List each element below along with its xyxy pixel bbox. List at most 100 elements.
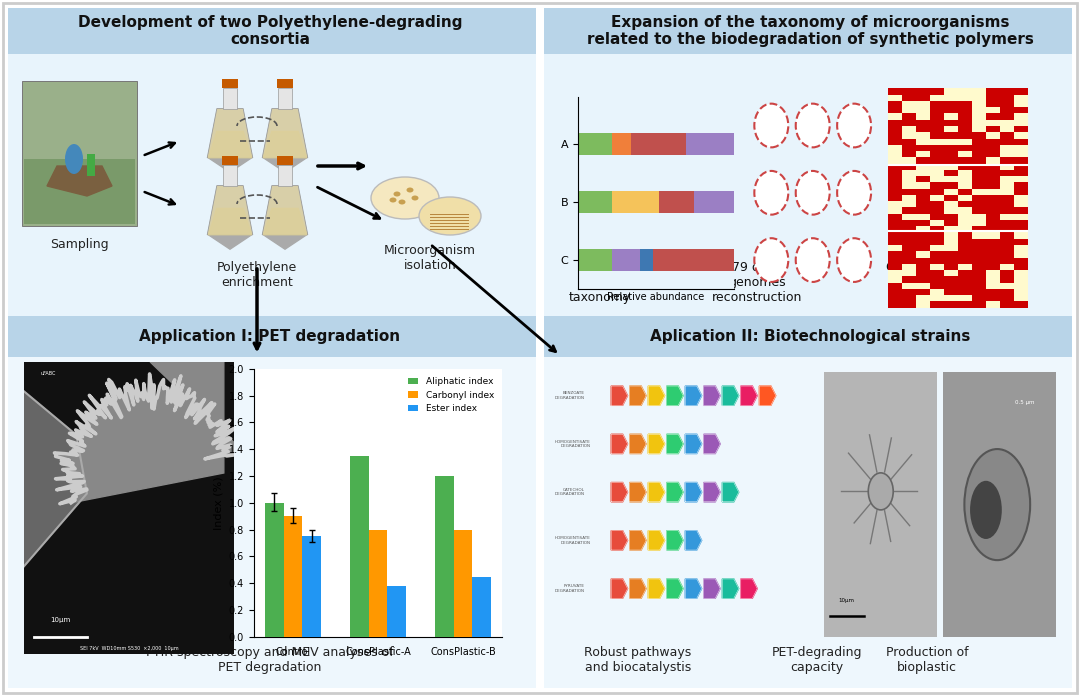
Bar [284,516,302,637]
Bar [930,264,944,270]
Bar [8,8,536,316]
Ellipse shape [406,187,414,193]
Bar [888,95,902,101]
Bar [944,301,958,308]
Text: Robust pathways
and biocatalystis: Robust pathways and biocatalystis [584,646,691,674]
Bar [902,107,916,113]
Bar [958,176,972,182]
Bar [472,576,491,637]
Polygon shape [704,579,720,599]
Bar [958,232,972,239]
Bar [944,251,958,258]
Bar [986,295,1000,301]
Polygon shape [686,386,702,405]
Bar [958,276,972,283]
Bar [302,537,321,637]
Bar [958,132,972,139]
Polygon shape [264,132,307,158]
Bar [1000,232,1014,239]
Bar [930,151,944,157]
Bar [888,239,902,245]
Bar [916,189,930,195]
Bar [916,295,930,301]
Bar [888,101,902,107]
Bar [986,270,1000,276]
Ellipse shape [796,238,829,282]
Bar [986,276,1000,283]
Bar [1000,101,1014,107]
Bar [916,95,930,101]
Polygon shape [741,579,757,599]
Bar [1014,245,1028,251]
Bar [1000,258,1014,264]
Bar [944,95,958,101]
Polygon shape [264,208,307,235]
Bar [972,283,986,289]
Bar [958,295,972,301]
Bar [930,88,944,95]
Polygon shape [207,186,253,235]
Bar [916,226,930,232]
Bar [916,258,930,264]
Bar [986,170,1000,176]
Polygon shape [648,386,664,405]
Bar [1000,195,1014,201]
Bar [972,295,986,301]
Bar [944,145,958,151]
Bar [902,88,916,95]
Bar [693,191,734,213]
Bar [1014,270,1028,276]
Bar [888,157,902,164]
Bar [972,132,986,139]
Text: 10μm: 10μm [51,617,71,623]
Bar [24,159,135,224]
Text: 79 draft
genomes
reconstruction: 79 draft genomes reconstruction [712,261,802,304]
Bar [986,289,1000,295]
Bar [8,8,536,54]
Bar [1000,120,1014,126]
Bar [916,195,930,201]
Polygon shape [666,434,684,454]
Bar [1014,95,1028,101]
Bar [8,316,536,358]
Bar [1014,289,1028,295]
Bar [1014,120,1028,126]
Bar [944,157,958,164]
Bar [902,226,916,232]
Bar [916,164,930,170]
Polygon shape [611,434,627,454]
Ellipse shape [754,238,788,282]
Bar [888,113,902,120]
Bar [916,107,930,113]
Bar [1014,88,1028,95]
Bar [1000,251,1014,258]
Bar [916,289,930,295]
Bar [986,301,1000,308]
Text: Microorganism
isolation: Microorganism isolation [384,244,476,272]
Bar [888,276,902,283]
Bar [916,139,930,145]
Bar [930,113,944,120]
Bar [930,232,944,239]
Bar [930,132,944,139]
Text: PYRUVATE
DEGRADATION: PYRUVATE DEGRADATION [554,585,584,593]
Bar [958,195,972,201]
Bar [1000,283,1014,289]
Polygon shape [48,166,112,196]
Bar [930,126,944,132]
Bar [930,301,944,308]
Bar [916,88,930,95]
Polygon shape [648,482,664,502]
Bar [944,201,958,207]
Bar [1014,283,1028,289]
Bar [888,88,902,95]
Bar [902,176,916,182]
Bar [986,176,1000,182]
Bar [1000,201,1014,207]
Bar [888,251,902,258]
Bar [1000,95,1014,101]
Bar [930,207,944,214]
Bar [888,107,902,113]
Bar [888,182,902,189]
Bar [944,132,958,139]
